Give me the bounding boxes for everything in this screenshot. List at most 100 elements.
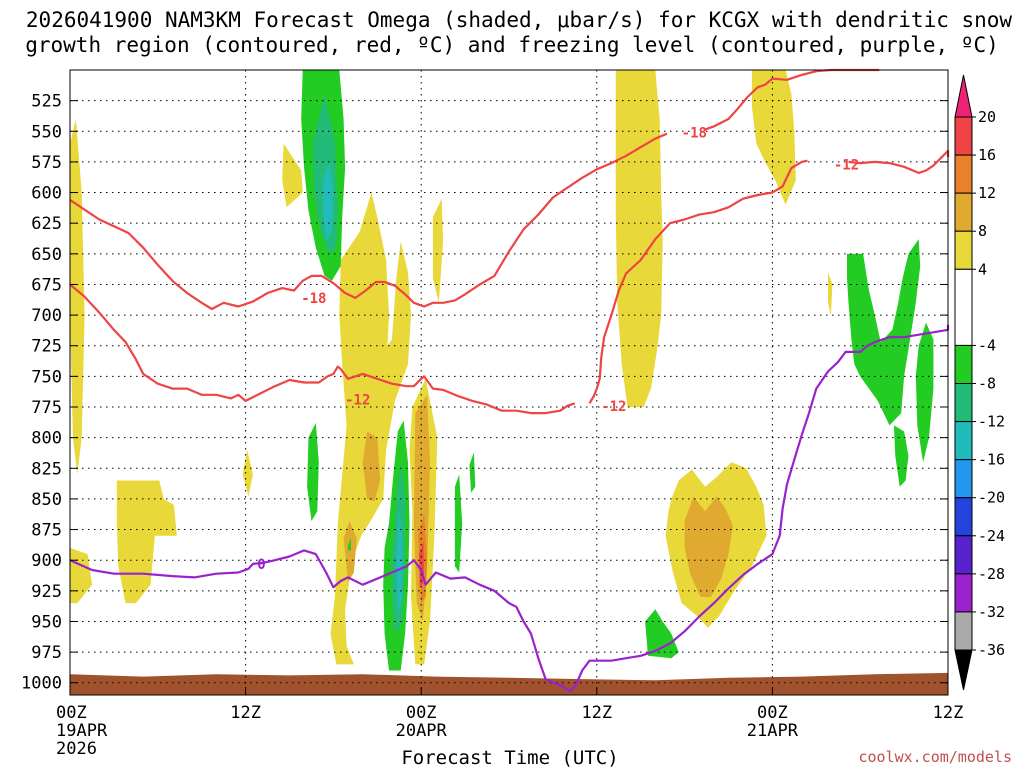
shaded-omega-regions <box>70 70 948 695</box>
y-tick-label-525: 525 <box>31 92 62 112</box>
contour-line-3 <box>588 159 808 404</box>
shaded-region-9 <box>751 70 796 205</box>
x-tick-label-60-1: 12Z <box>933 703 964 723</box>
y-tick-label-800: 800 <box>31 429 62 449</box>
contour-line-5 <box>69 324 950 693</box>
y-tick-label-725: 725 <box>31 337 62 357</box>
colorbar: 20 16 12 8 4 -4 -8 -12 -16 -20 -24 -28 -32 -36 <box>954 74 1005 691</box>
shaded-region-3 <box>242 449 253 497</box>
colorbar-bin-8 <box>954 459 973 499</box>
colorbar-label-8: -16 <box>978 451 1005 469</box>
chart-title-line2: growth region (contoured, red, ºC) and f… <box>25 33 999 57</box>
y-tick-label-950: 950 <box>31 612 62 632</box>
colorbar-label-9: -20 <box>978 489 1005 507</box>
shaded-region-30 <box>323 161 334 242</box>
colorbar-label-11: -28 <box>978 565 1005 583</box>
colorbar-label-7: -12 <box>978 413 1005 431</box>
shaded-region-26 <box>893 425 909 487</box>
x-tick-label-0-1: 00Z <box>56 703 87 723</box>
colorbar-bottom-cap <box>954 649 973 691</box>
colorbar-label-3: 8 <box>978 222 987 240</box>
y-tick-label-875: 875 <box>31 521 62 541</box>
shaded-region-7 <box>432 198 444 303</box>
y-tick-label-925: 925 <box>31 582 62 602</box>
x-tick-label-0-2: 19APR <box>56 721 108 741</box>
contour-label-3: -12 <box>601 399 626 415</box>
shaded-region-31 <box>396 511 403 616</box>
shaded-region-20 <box>348 538 351 551</box>
colorbar-bin-10 <box>954 535 973 575</box>
colorbar-top-cap <box>954 74 973 118</box>
x-tick-label-48-2: 21APR <box>747 721 799 741</box>
x-tick-label-24-1: 00Z <box>406 703 437 723</box>
x-axis-label: Forecast Time (UTC) <box>401 747 618 768</box>
shaded-region-13 <box>362 431 381 502</box>
contour-label-0: -18 <box>301 291 326 307</box>
x-tick-label-48-1: 00Z <box>757 703 788 723</box>
y-tick-label-975: 975 <box>31 643 62 663</box>
shaded-region-27 <box>915 322 934 463</box>
colorbar-label-10: -24 <box>978 527 1005 545</box>
colorbar-label-5: -4 <box>978 336 996 354</box>
colorbar-label-0: 20 <box>978 108 996 126</box>
y-tick-label-600: 600 <box>31 184 62 204</box>
y-axis-ticks: 525 550 575 600 625 650 675 700 725 750 775 800 825 8… <box>21 92 948 694</box>
contour-line-2 <box>69 283 576 415</box>
colorbar-bin-5 <box>954 344 973 384</box>
contour-label-4: -12 <box>834 157 859 173</box>
shaded-region-15 <box>684 496 733 597</box>
colorbar-bin-4 <box>954 268 973 346</box>
colorbar-label-12: -32 <box>978 603 1005 621</box>
colorbar-bin-6 <box>954 383 973 423</box>
x-tick-label-0-3: 2026 <box>56 739 97 759</box>
shaded-region-23 <box>469 452 476 493</box>
x-tick-label-12-1: 12Z <box>230 703 261 723</box>
colorbar-label-13: -36 <box>978 641 1005 659</box>
contour-label-2: -12 <box>345 393 370 409</box>
y-tick-label-700: 700 <box>31 306 62 326</box>
colorbar-bin-0 <box>954 116 973 156</box>
chart-title-line1: 2026041900 NAM3KM Forecast Omega (shaded… <box>26 8 1013 32</box>
shaded-region-2 <box>116 480 177 604</box>
shaded-region-32 <box>70 671 948 695</box>
y-tick-label-625: 625 <box>31 214 62 234</box>
plot-background <box>70 70 948 695</box>
y-tick-label-575: 575 <box>31 153 62 173</box>
colorbar-label-2: 12 <box>978 184 996 202</box>
y-tick-label-900: 900 <box>31 551 62 571</box>
y-tick-label-650: 650 <box>31 245 62 265</box>
y-tick-label-825: 825 <box>31 459 62 479</box>
colorbar-bin-12 <box>954 611 973 651</box>
y-tick-label-750: 750 <box>31 367 62 387</box>
colorbar-bin-2 <box>954 192 973 232</box>
y-tick-label-775: 775 <box>31 398 62 418</box>
contour-label-1: -18 <box>682 126 707 142</box>
gridlines <box>70 70 948 695</box>
x-tick-label-36-1: 12Z <box>581 703 612 723</box>
colorbar-label-1: 16 <box>978 146 996 164</box>
shaded-region-19 <box>307 422 319 521</box>
colorbar-bin-1 <box>954 154 973 194</box>
colorbar-label-6: -8 <box>978 375 996 393</box>
shaded-region-12 <box>343 521 357 583</box>
shaded-region-25 <box>847 239 921 426</box>
colorbar-bin-9 <box>954 497 973 537</box>
contour-label-5: 0 <box>257 557 265 573</box>
colorbar-bin-3 <box>954 230 973 270</box>
x-tick-label-24-2: 20APR <box>396 721 448 741</box>
shaded-region-11 <box>828 272 833 316</box>
y-tick-label-1000: 1000 <box>21 674 62 694</box>
y-tick-label-850: 850 <box>31 490 62 510</box>
colorbar-bin-11 <box>954 573 973 613</box>
contour-labels: -18 -18 -12 -12 -12 0 <box>257 126 859 573</box>
colorbar-bin-7 <box>954 421 973 461</box>
y-tick-label-675: 675 <box>31 275 62 295</box>
credit-text: coolwx.com/models <box>858 748 1012 766</box>
colorbar-label-4: 4 <box>978 260 987 278</box>
y-tick-label-550: 550 <box>31 122 62 142</box>
plot-frame <box>69 69 949 696</box>
shaded-region-4 <box>282 143 303 208</box>
contour-line-0 <box>69 132 668 311</box>
